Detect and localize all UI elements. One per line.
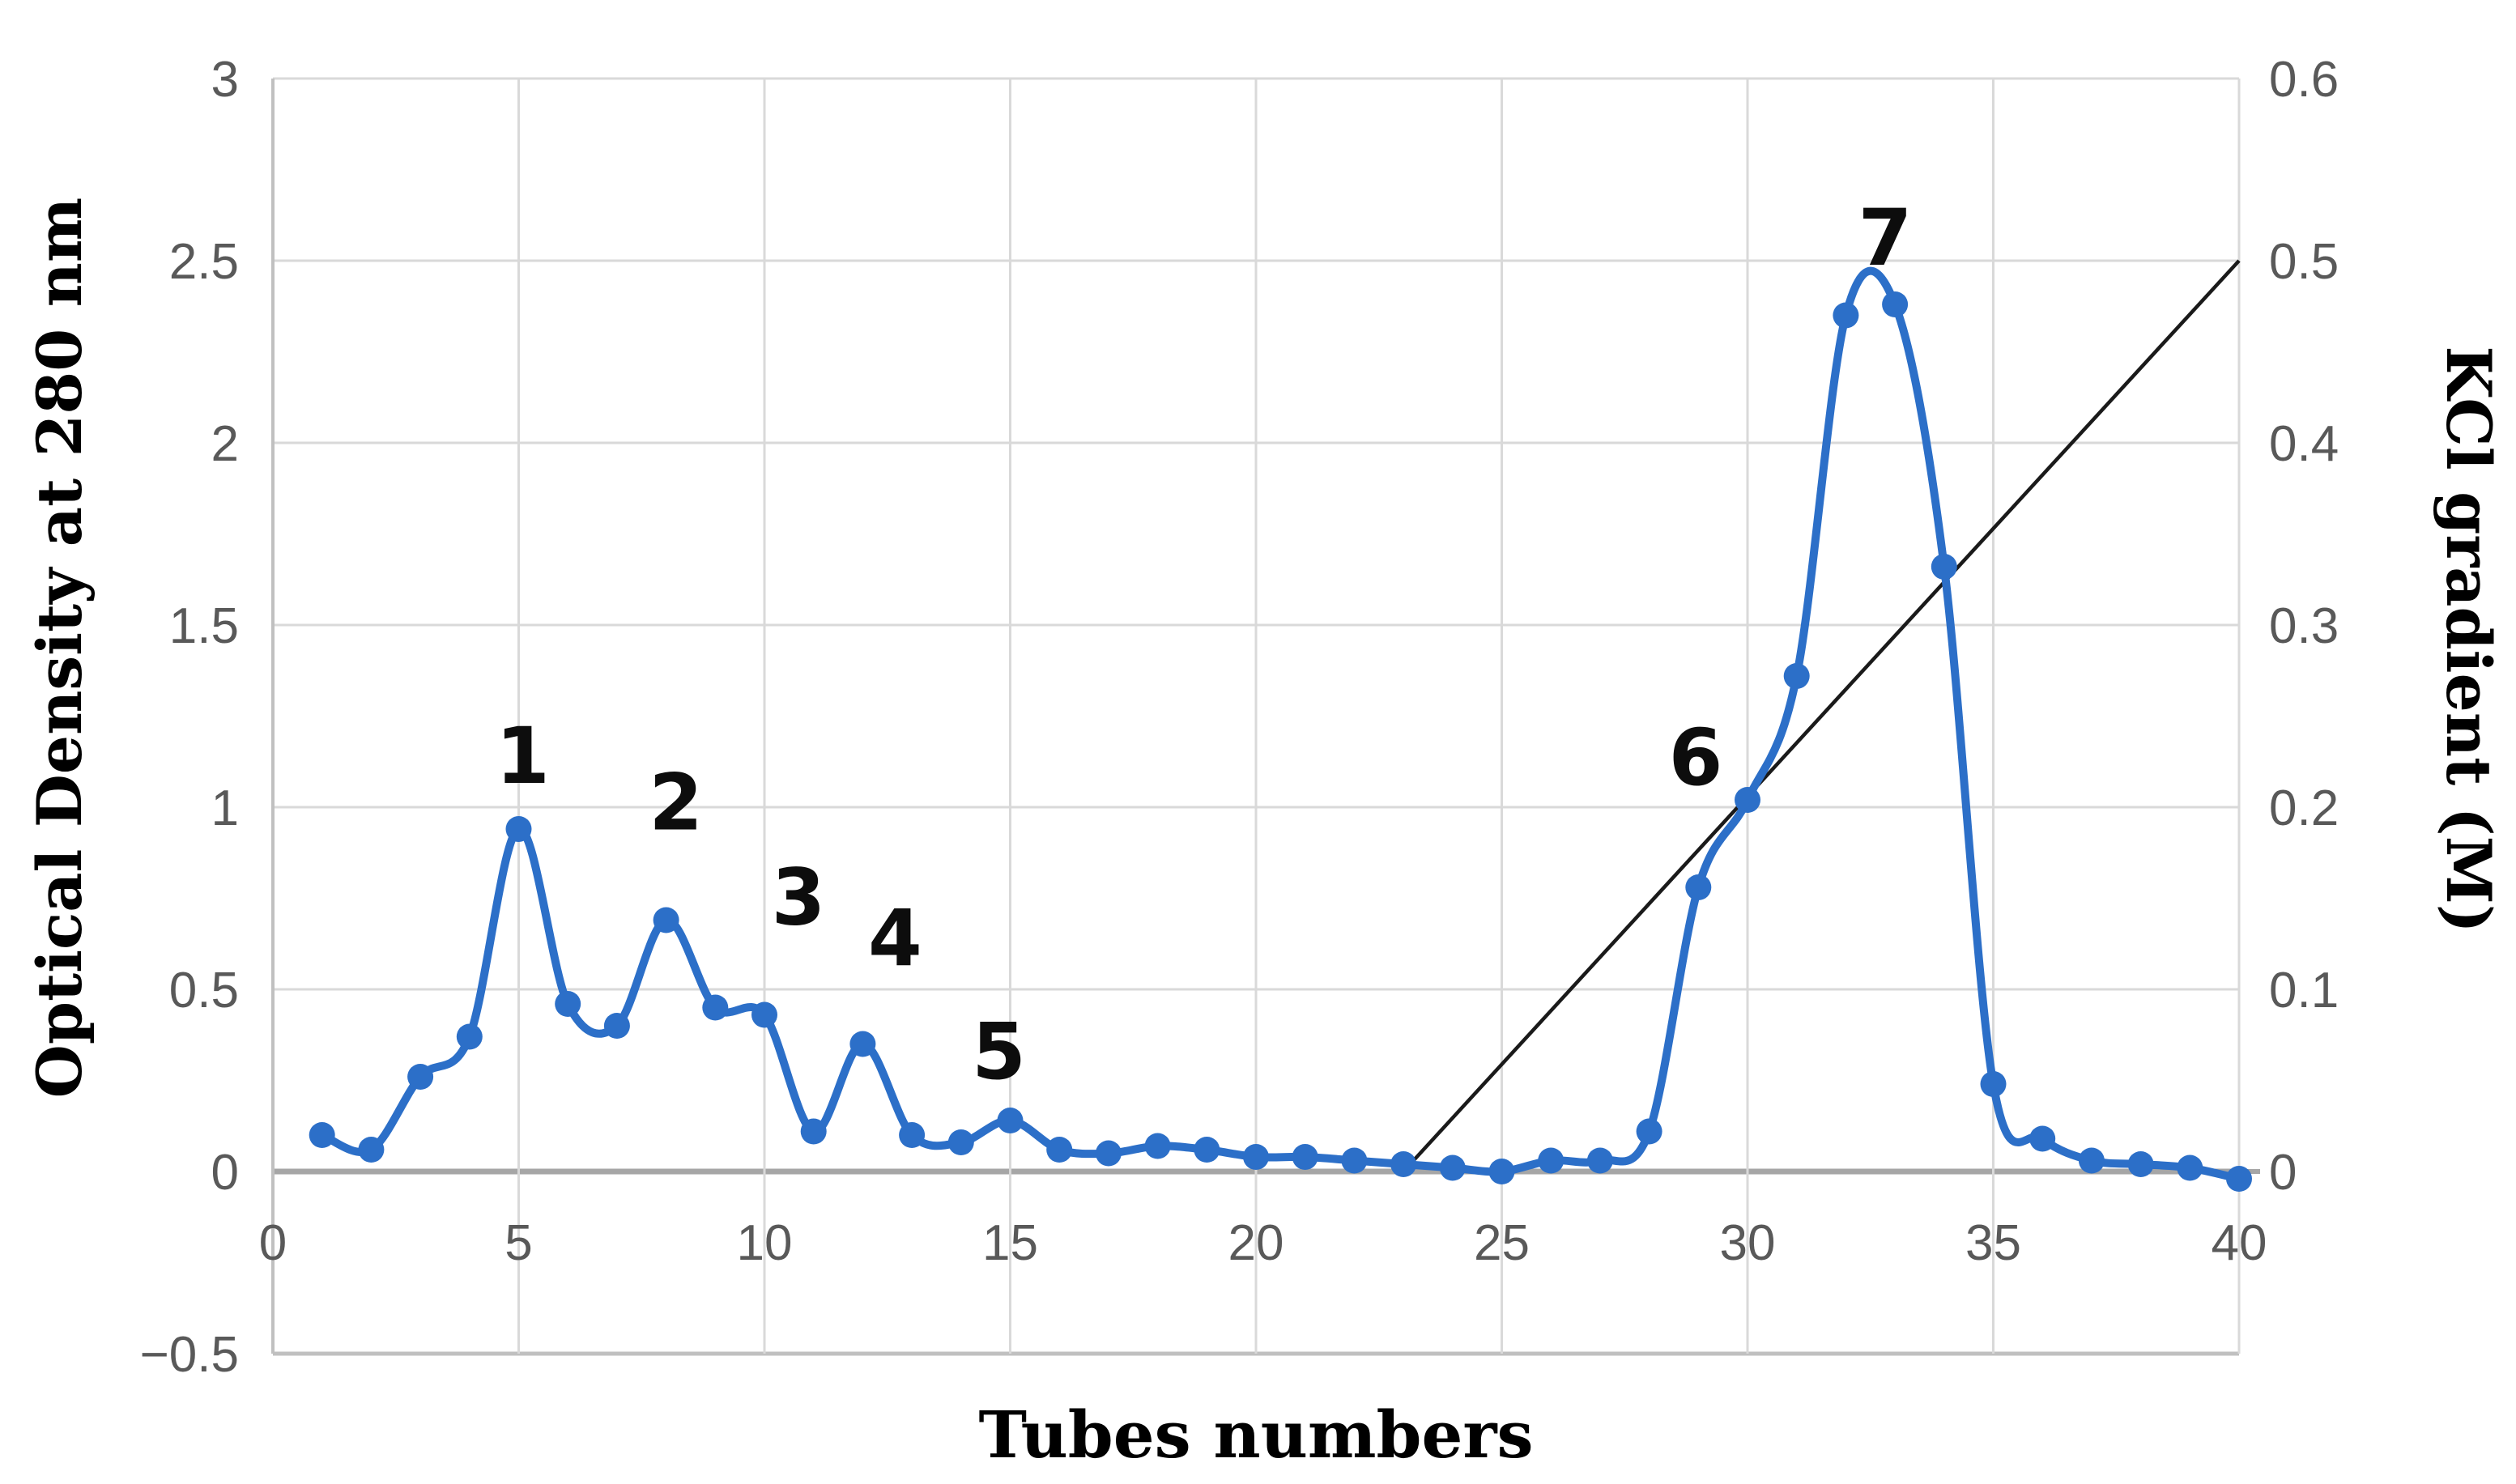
data-point-tube-10 (751, 1001, 777, 1028)
data-point-tube-38 (2127, 1151, 2154, 1177)
right-axis-tick-label: 0.1 (2269, 963, 2339, 1018)
x-axis-tick-label: 35 (1965, 1215, 2021, 1271)
data-point-tube-33 (1882, 291, 1909, 317)
x-axis-tick-label: 15 (982, 1215, 1038, 1271)
data-point-tube-12 (849, 1031, 876, 1057)
data-point-tube-35 (1980, 1071, 2007, 1097)
peak-label-5: 5 (972, 1006, 1026, 1097)
left-axis-tick-label: 1.5 (169, 598, 239, 654)
x-axis-tick-label: 40 (2212, 1215, 2267, 1271)
left-axis-tick-label: 1 (211, 780, 239, 836)
data-point-tube-7 (603, 1013, 630, 1039)
data-point-tube-17 (1095, 1140, 1122, 1167)
data-point-tube-28 (1636, 1118, 1662, 1145)
gridlines-layer (271, 77, 2260, 1356)
kcl-gradient-line (1402, 259, 2241, 1173)
x-axis-tick-label: 30 (1720, 1215, 1776, 1271)
data-point-tube-26 (1538, 1147, 1565, 1174)
data-point-tube-40 (2226, 1166, 2252, 1192)
data-point-tube-8 (653, 907, 679, 933)
left-axis-tick-label: 0 (211, 1145, 239, 1201)
peak-label-4: 4 (868, 894, 922, 984)
left-axis-tick-label: 3 (211, 52, 239, 108)
left-axis-tick-label: −0.5 (140, 1327, 239, 1383)
tick-labels-layer: 32.521.510.50−0.50.60.50.40.30.20.100 5 10… (140, 52, 2339, 1383)
data-point-tube-20 (1243, 1144, 1269, 1170)
od-series-layer (309, 266, 2252, 1192)
data-point-tube-2 (358, 1137, 385, 1163)
x-axis-tick-label: 25 (1474, 1215, 1530, 1271)
data-point-tube-29 (1685, 874, 1712, 900)
data-point-tube-34 (1931, 554, 1957, 580)
data-point-tube-23 (1390, 1151, 1417, 1177)
data-point-tube-14 (947, 1129, 974, 1155)
right-axis-tick-label: 0.5 (2269, 234, 2339, 290)
data-point-tube-27 (1586, 1147, 1613, 1174)
peak-label-3: 3 (772, 853, 826, 943)
right-axis-tick-label: 0 (2269, 1145, 2297, 1201)
x-axis-tick-label: 0 (259, 1215, 287, 1271)
data-point-tube-22 (1341, 1147, 1368, 1174)
kcl-gradient-line-layer (1402, 259, 2241, 1173)
data-point-tube-39 (2177, 1154, 2203, 1181)
data-point-tube-11 (800, 1118, 827, 1145)
data-point-tube-30 (1735, 787, 1760, 813)
right-axis-tick-label: 0.2 (2269, 780, 2339, 836)
right-axis-tick-label: 0.3 (2269, 598, 2339, 654)
optical-density-line (317, 266, 2243, 1183)
data-point-tube-31 (1783, 663, 1810, 689)
right-axis-title: KCl gradient (M) (2433, 346, 2505, 933)
data-point-tube-4 (456, 1023, 483, 1050)
right-axis-tick-label: 0.4 (2269, 416, 2339, 472)
peak-label-6: 6 (1669, 712, 1723, 803)
left-axis-tick-label: 2.5 (169, 234, 239, 290)
data-point-tube-19 (1194, 1137, 1220, 1163)
x-axis-tick-label: 20 (1228, 1215, 1284, 1271)
peak-label-2: 2 (649, 758, 703, 848)
data-point-tube-24 (1439, 1154, 1466, 1181)
peak-label-1: 1 (496, 711, 550, 802)
data-point-tube-6 (555, 991, 581, 1017)
data-point-tube-1 (309, 1122, 335, 1148)
data-point-tube-18 (1144, 1133, 1171, 1159)
data-point-tube-37 (2078, 1147, 2105, 1174)
data-point-tube-36 (2029, 1125, 2056, 1152)
data-point-tube-3 (407, 1064, 434, 1090)
peak-label-7: 7 (1858, 193, 1913, 283)
left-axis-tick-label: 2 (211, 416, 239, 472)
left-axis-tick-label: 0.5 (169, 963, 239, 1018)
x-axis-tick-label: 5 (504, 1215, 532, 1271)
data-point-tube-16 (1046, 1137, 1073, 1163)
data-point-tube-5 (505, 816, 532, 842)
left-axis-title: Optical Density at 280 nm (23, 198, 96, 1099)
data-point-tube-13 (899, 1122, 926, 1148)
data-point-tube-9 (702, 994, 729, 1021)
peak-labels-layer: 1 23 45 6 7 (496, 193, 1912, 1097)
data-point-tube-21 (1292, 1144, 1318, 1170)
x-axis-title: Tubes numbers (978, 1397, 1533, 1473)
data-point-tube-15 (997, 1108, 1024, 1133)
data-point-tube-25 (1488, 1159, 1515, 1184)
x-axis-tick-label: 10 (737, 1215, 793, 1271)
data-point-tube-32 (1833, 302, 1859, 329)
right-axis-tick-label: 0.6 (2269, 52, 2339, 108)
